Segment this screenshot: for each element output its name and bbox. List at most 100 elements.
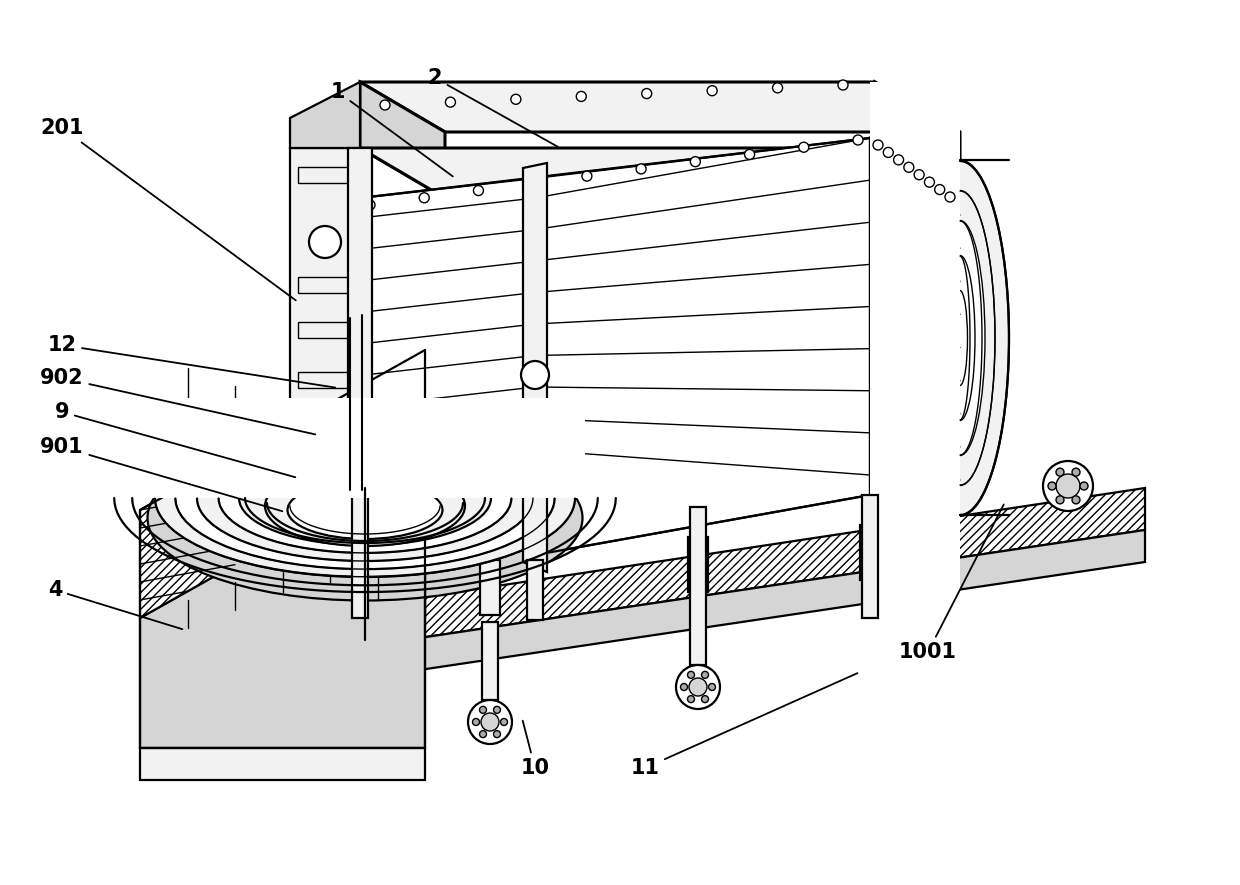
Polygon shape (523, 163, 547, 572)
Ellipse shape (911, 160, 1009, 515)
Polygon shape (482, 622, 498, 700)
Polygon shape (285, 488, 1145, 658)
Text: 1001: 1001 (899, 504, 1003, 662)
Polygon shape (298, 467, 350, 483)
Polygon shape (875, 82, 960, 198)
Text: 902: 902 (40, 368, 315, 435)
Circle shape (642, 88, 652, 98)
Circle shape (1048, 482, 1056, 490)
Ellipse shape (171, 426, 559, 571)
Polygon shape (148, 488, 582, 652)
Polygon shape (861, 525, 880, 580)
Circle shape (687, 672, 694, 679)
Circle shape (689, 678, 707, 696)
Ellipse shape (945, 256, 975, 420)
Polygon shape (870, 138, 960, 495)
Circle shape (494, 706, 501, 713)
Circle shape (914, 170, 924, 180)
Polygon shape (352, 490, 368, 618)
Polygon shape (285, 530, 1145, 690)
Circle shape (480, 731, 486, 737)
Circle shape (935, 185, 945, 195)
Polygon shape (140, 458, 425, 748)
Polygon shape (298, 372, 350, 388)
Ellipse shape (265, 466, 465, 546)
Ellipse shape (175, 427, 554, 569)
Circle shape (691, 157, 701, 166)
Circle shape (445, 97, 455, 107)
Circle shape (1056, 468, 1064, 476)
Circle shape (472, 719, 480, 726)
Polygon shape (360, 148, 960, 198)
Circle shape (883, 148, 893, 158)
Circle shape (676, 665, 720, 709)
Ellipse shape (156, 419, 574, 577)
Polygon shape (298, 422, 350, 438)
Circle shape (521, 361, 549, 389)
Circle shape (708, 683, 715, 690)
Circle shape (681, 683, 687, 690)
Circle shape (853, 135, 863, 145)
Circle shape (481, 713, 498, 731)
Text: 11: 11 (630, 673, 858, 778)
Circle shape (494, 731, 501, 737)
Text: 1: 1 (331, 82, 453, 176)
Polygon shape (290, 148, 360, 524)
Circle shape (707, 86, 717, 96)
Ellipse shape (218, 443, 511, 553)
Ellipse shape (952, 290, 967, 386)
Text: 12: 12 (47, 335, 335, 388)
Polygon shape (689, 507, 706, 665)
Circle shape (528, 179, 538, 189)
Ellipse shape (197, 435, 533, 561)
Text: 201: 201 (40, 118, 296, 300)
Circle shape (501, 719, 507, 726)
Polygon shape (480, 560, 500, 615)
Circle shape (1056, 474, 1080, 498)
Polygon shape (688, 537, 708, 592)
Polygon shape (298, 167, 350, 183)
Circle shape (773, 83, 782, 93)
Circle shape (702, 672, 708, 679)
Text: 901: 901 (40, 437, 283, 512)
Circle shape (904, 162, 914, 173)
Circle shape (687, 696, 694, 703)
Polygon shape (298, 322, 350, 338)
Circle shape (419, 193, 429, 203)
Text: 4: 4 (48, 580, 182, 629)
Circle shape (838, 80, 848, 90)
Text: 9: 9 (55, 402, 295, 477)
Circle shape (577, 91, 587, 102)
Polygon shape (862, 495, 878, 618)
Polygon shape (348, 148, 372, 500)
Circle shape (582, 171, 591, 181)
Circle shape (1043, 461, 1092, 511)
Polygon shape (145, 398, 585, 498)
Ellipse shape (148, 435, 583, 601)
Polygon shape (298, 277, 350, 293)
Polygon shape (360, 178, 534, 555)
Circle shape (474, 186, 484, 196)
Ellipse shape (935, 220, 985, 456)
Circle shape (945, 192, 955, 202)
Circle shape (467, 700, 512, 744)
Circle shape (511, 95, 521, 104)
Circle shape (636, 164, 646, 173)
Ellipse shape (155, 419, 575, 577)
Polygon shape (140, 350, 425, 618)
Polygon shape (140, 748, 425, 780)
Circle shape (744, 150, 755, 159)
Ellipse shape (288, 481, 443, 539)
Text: 10: 10 (521, 720, 549, 778)
Circle shape (379, 100, 391, 110)
Polygon shape (870, 82, 960, 618)
Circle shape (1073, 496, 1080, 504)
Circle shape (702, 696, 708, 703)
Polygon shape (527, 560, 543, 620)
Circle shape (873, 140, 883, 150)
Polygon shape (290, 82, 360, 148)
Ellipse shape (239, 450, 491, 545)
Circle shape (365, 200, 374, 210)
Circle shape (1073, 468, 1080, 476)
Circle shape (309, 226, 341, 258)
